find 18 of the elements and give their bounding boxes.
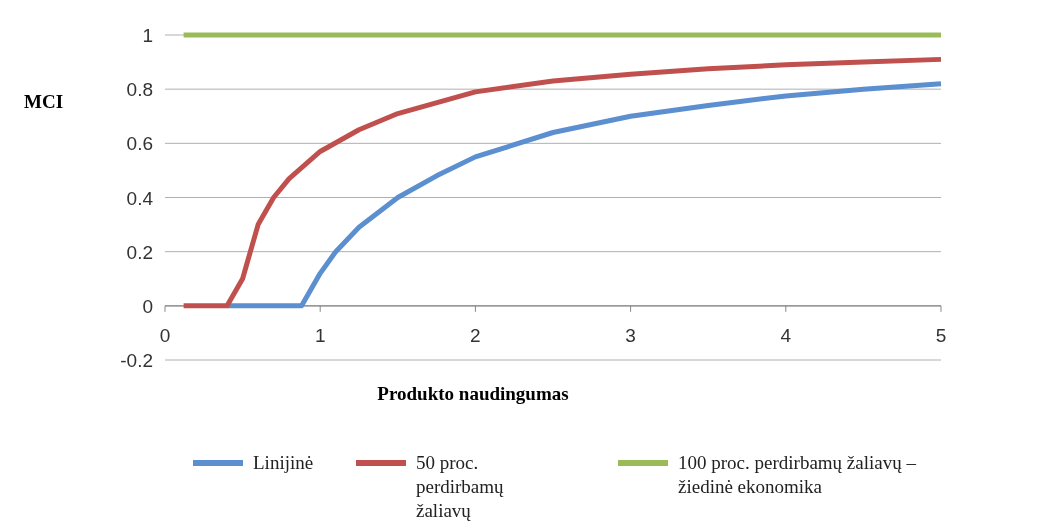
x-tick-label: 1 (314, 324, 326, 346)
x-tick-label: 4 (780, 324, 792, 346)
y-tick-label: 0.8 (126, 79, 153, 101)
y-tick-label: -0.2 (120, 350, 153, 371)
y-tick-label: 0.6 (126, 133, 153, 155)
y-axis-title: MCI (24, 91, 64, 112)
legend-label: 100 proc. perdirbamų žaliavų – žiedinė ekonomika (678, 452, 917, 497)
x-tick-label: 0 (159, 324, 171, 346)
y-tick-label: 0 (142, 295, 153, 317)
y-tick-label: 0.2 (126, 241, 153, 263)
y-tick-label: 1 (142, 25, 153, 46)
y-tick-label: 0.4 (126, 187, 154, 209)
x-tick-label: 5 (935, 324, 947, 346)
x-axis-title: Produkto naudingumas (377, 383, 569, 404)
legend-label: 50 proc. perdirbamų žaliavų (416, 452, 505, 521)
legend-label: Linijinė (253, 452, 314, 473)
x-tick-label: 3 (625, 324, 636, 346)
x-tick-label: 2 (470, 324, 481, 346)
